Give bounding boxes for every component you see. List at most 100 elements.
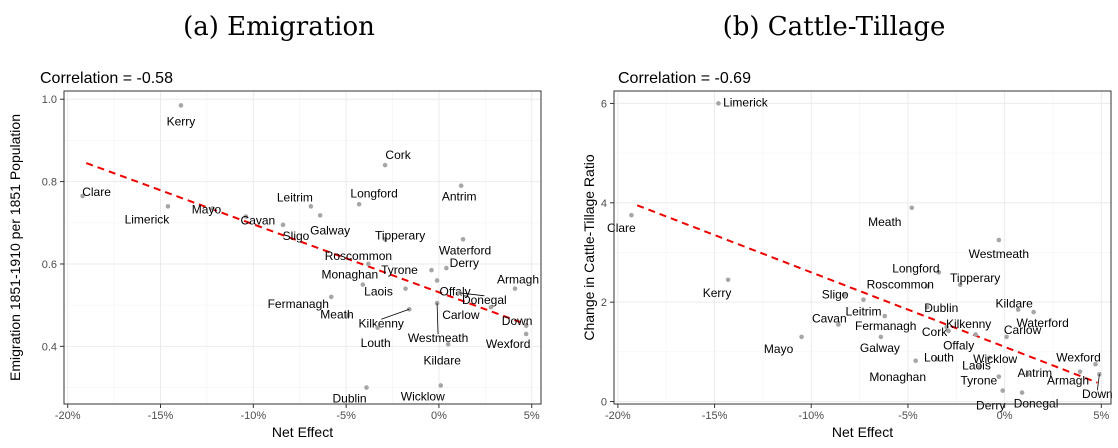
x-tick-label: 0% [431, 410, 447, 422]
plot-panel [614, 91, 1111, 404]
point-label: Westmeath [408, 331, 468, 345]
point-label: Antrim [442, 190, 477, 204]
correlation-subtitle: Correlation = -0.58 [40, 70, 173, 87]
data-point [629, 212, 634, 218]
point-label: Westmeath [969, 247, 1029, 261]
y-tick-label: 1.0 [42, 94, 57, 106]
point-label: Longford [350, 186, 397, 200]
point-label: Armagh [1047, 374, 1089, 388]
point-label: Offaly [439, 284, 470, 298]
point-label: Wicklow [973, 352, 1017, 366]
point-label: Tyrone [381, 263, 418, 277]
y-tick-label: 4 [601, 198, 607, 210]
point-label: Carlow [442, 308, 480, 322]
x-tick-label: -10% [798, 410, 824, 422]
data-point [841, 292, 847, 297]
chart-title: (b) Cattle-Tillage [723, 12, 946, 42]
data-point [1004, 334, 1009, 340]
point-label: Waterford [439, 243, 491, 257]
point-label: Fermanagh [855, 319, 916, 333]
label-leader-line [459, 292, 485, 297]
point-label: Monaghan [321, 268, 378, 282]
point-label: Galway [860, 341, 900, 355]
point-label: Mayo [192, 202, 222, 216]
point-label: Wicklow [401, 389, 445, 403]
point-label: Down [1082, 387, 1113, 401]
data-point [936, 270, 942, 275]
data-point [1015, 307, 1021, 312]
x-tick-label: -10% [240, 410, 266, 422]
point-label: Derry [976, 399, 1005, 413]
data-point [80, 193, 85, 199]
x-tick-label: -5% [336, 410, 356, 422]
data-point [512, 286, 518, 291]
data-point [913, 358, 918, 364]
x-tick-label: -15% [702, 410, 728, 422]
y-tick-label: 6 [601, 98, 607, 110]
data-point [523, 323, 529, 329]
point-label: Offaly [943, 338, 974, 352]
point-label: Cork [385, 148, 411, 162]
data-point [882, 313, 888, 319]
point-label: Leitrim [845, 305, 881, 319]
data-point [1093, 361, 1098, 367]
point-label: Kildare [424, 353, 462, 367]
point-label: Fermanagh [268, 297, 329, 311]
point-label: Roscommon [867, 277, 934, 291]
point-label: Down [502, 314, 533, 328]
y-axis-label: Emigration 1851-1910 per 1851 Population [7, 114, 23, 381]
point-label: Antrim [1018, 366, 1053, 380]
data-point [523, 331, 529, 337]
data-point [1025, 371, 1031, 377]
point-label: Kerry [703, 286, 732, 300]
point-label: Louth [361, 336, 391, 350]
data-point [280, 222, 286, 228]
chart-panel-1: (a) Emigration Correlation = -0.58 Kerry Co… [7, 12, 542, 440]
data-point [178, 103, 184, 108]
data-point [345, 313, 351, 318]
data-point [946, 328, 951, 334]
data-point [996, 237, 1002, 243]
plot-border [613, 90, 1112, 405]
data-point [944, 324, 949, 330]
data-point [438, 383, 444, 388]
point-label: Tipperary [375, 228, 425, 242]
data-point [356, 201, 362, 207]
trend-line [85, 162, 529, 326]
data-point [360, 282, 366, 287]
point-label: Clare [607, 221, 636, 235]
point-label: Limerick [723, 95, 769, 109]
plot-panel [64, 91, 541, 404]
point-label: Kerry [167, 114, 196, 128]
x-axis-label: Net Effect [272, 424, 333, 440]
data-point [957, 282, 963, 288]
point-label: Cavan [812, 312, 847, 326]
data-point [308, 204, 314, 209]
point-label: Kildare [995, 297, 1033, 311]
point-label: Tipperary [950, 271, 1000, 285]
y-tick-label: 0 [601, 397, 607, 409]
data-point [1077, 369, 1083, 375]
data-point [458, 183, 464, 189]
data-point [996, 374, 1002, 379]
point-label: Waterford [1017, 316, 1069, 330]
point-label: Cavan [241, 214, 276, 228]
data-point [725, 277, 731, 283]
data-point [429, 267, 434, 273]
data-point [366, 261, 371, 267]
point-label: Sligo [822, 288, 849, 302]
data-point [924, 304, 930, 310]
x-tick-label: -20% [605, 410, 631, 422]
data-point [445, 341, 451, 347]
data-point [434, 278, 440, 283]
label-leader-line [1096, 374, 1100, 391]
x-tick-label: -5% [898, 410, 918, 422]
data-point [243, 214, 249, 219]
point-label: Tyrone [960, 374, 997, 388]
point-label: Carlow [1004, 323, 1042, 337]
data-point [934, 356, 940, 362]
point-label: Laois [962, 359, 991, 373]
point-label: Monaghan [869, 370, 926, 384]
